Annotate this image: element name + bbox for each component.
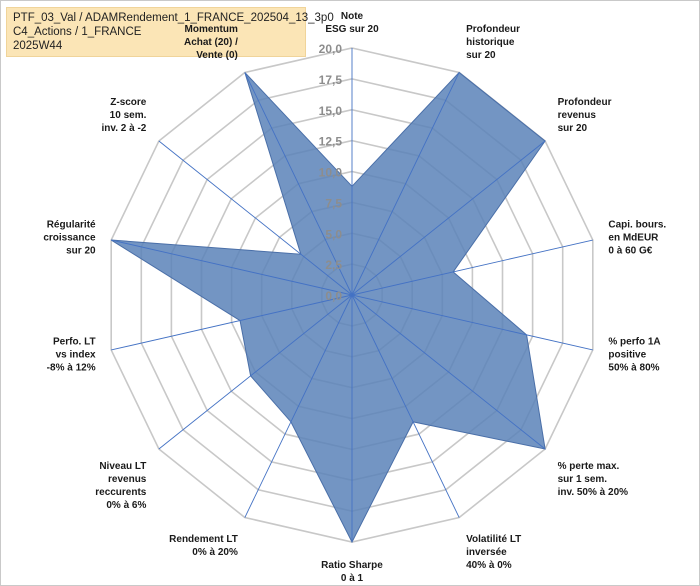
tick-label: 5,0 [325,227,342,241]
axis-label: Momentum Achat (20) / Vente (0) [184,24,238,61]
axis-label: Profondeur revenus sur 20 [558,97,612,134]
header-line-2: C4_Actions / 1_FRANCE [13,26,142,38]
radar-spoke [351,294,546,450]
axis-label: Perfo. LT vs index -8% à 12% [47,337,96,374]
radar-spoke [111,239,353,296]
axis-label: Régularité croissance sur 20 [43,219,96,256]
radar-spoke [244,72,353,296]
radar-spokes [111,48,593,542]
radar-spoke [351,294,460,518]
axis-label: Rendement LT 0% à 20% [169,534,238,558]
axis-label: Profondeur historique sur 20 [466,24,520,61]
axis-label: Ratio Sharpe 0 à 1 [321,560,383,584]
radar-spoke [351,140,546,296]
tick-label: 15,0 [319,104,343,118]
radar-spoke [351,239,593,296]
radar-spoke [351,72,460,296]
radar-spoke [158,294,353,450]
axis-label: Niveau LT revenus reccurents 0% à 6% [95,461,147,511]
axis-label: % perfo 1A positive 50% à 80% [608,337,660,374]
radar-spoke [244,294,353,518]
axis-label: Note ESG sur 20 [325,11,379,35]
axis-label: Capi. bours. en MdEUR 0 à 60 G€ [608,219,666,256]
tick-label: 20,0 [319,42,343,56]
tick-label: 2,5 [325,258,342,272]
radar-axis-labels: Note ESG sur 20 Profondeur historique sur 20… [43,11,666,584]
chart-header: PTF_03_Val / ADAMRendement_1_FRANCE_2025… [6,7,334,57]
radar-spoke [158,140,353,296]
tick-label: 10,0 [319,166,343,180]
tick-label: 7,5 [325,196,342,210]
header-line-1: PTF_03_Val / ADAMRendement_1_FRANCE_2025… [13,12,334,24]
header-line-3: 2025W44 [13,40,63,52]
radar-spoke [351,294,593,351]
axis-label: Z-score 10 sem. inv. 2 à -2 [102,97,147,134]
tick-label: 0,0 [325,289,342,303]
tick-label: 12,5 [319,135,343,149]
tick-label: 17,5 [319,73,343,87]
axis-label: Volatilité LT inversée 40% à 0% [466,534,521,571]
radar-tick-labels: 0,0 2,5 5,0 7,5 10,0 12,5 15,0 17,5 20,0 [319,42,343,303]
radar-spoke [111,294,353,351]
axis-label: % perte max. sur 1 sem. inv. 50% à 20% [558,461,629,498]
